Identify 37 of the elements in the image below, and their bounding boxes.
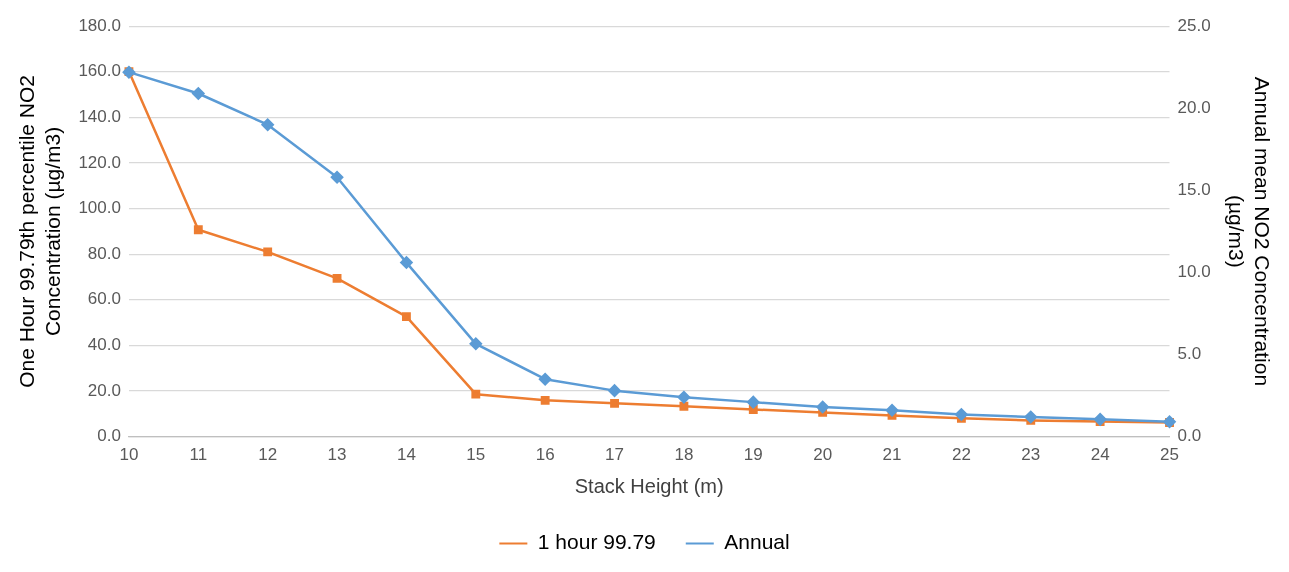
- y-tick-label: 80.0: [87, 243, 121, 263]
- y-tick-label: 60.0: [87, 289, 121, 309]
- x-tick-label: 12: [258, 445, 278, 465]
- y2-tick-label: 0.0: [1177, 426, 1202, 446]
- x-tick-label: 15: [466, 445, 486, 465]
- y2-tick-label: 15.0: [1177, 180, 1211, 200]
- y-tick-label: 0.0: [97, 426, 121, 446]
- x-tick-label: 25: [1160, 445, 1179, 465]
- y-tick-label: 40.0: [87, 335, 121, 355]
- x-tick-label: 13: [327, 445, 347, 465]
- x-tick-label: 22: [951, 445, 971, 465]
- y-tick-label: 160.0: [78, 61, 121, 81]
- y-tick-label: 20.0: [87, 380, 121, 400]
- y-tick-label: 180.0: [78, 15, 121, 35]
- y-tick-label: 120.0: [78, 152, 121, 172]
- y2-axis-title: Annual mean NO2 Concentration (µg/m3): [1225, 76, 1274, 387]
- x-tick-label: 17: [605, 445, 624, 465]
- x-tick-label: 24: [1090, 445, 1110, 465]
- x-axis-title: Stack Height (m): [574, 474, 724, 497]
- x-tick-label: 11: [189, 445, 208, 465]
- x-tick-label: 10: [119, 445, 139, 465]
- y2-tick-label: 25.0: [1177, 15, 1211, 35]
- x-tick-label: 18: [674, 445, 694, 465]
- y-axis-title: One Hour 99.79th percentile NO2 Concentration (µg/m3): [15, 74, 64, 388]
- y2-tick-label: 20.0: [1177, 97, 1211, 117]
- legend-label: 1 hour 99.79: [537, 530, 656, 554]
- x-tick-label: 20: [813, 445, 833, 465]
- x-tick-label: 14: [396, 445, 416, 465]
- x-tick-label: 21: [882, 445, 902, 465]
- y2-tick-label: 10.0: [1177, 262, 1211, 282]
- x-tick-label: 23: [1021, 445, 1041, 465]
- x-tick-label: 16: [535, 445, 555, 465]
- y2-tick-label: 5.0: [1177, 344, 1202, 364]
- x-tick-label: 19: [743, 445, 763, 465]
- y-tick-label: 100.0: [78, 198, 121, 218]
- legend-label: Annual: [724, 530, 790, 554]
- y-tick-label: 140.0: [78, 107, 121, 127]
